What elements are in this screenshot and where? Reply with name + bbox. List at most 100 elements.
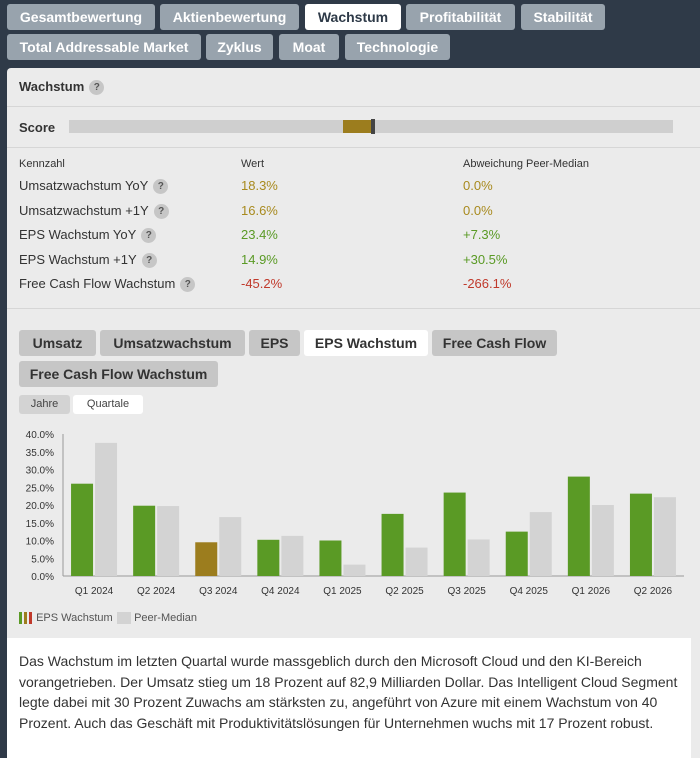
bar-peer-median [591,505,614,576]
legend-peer-median: Peer-Median [117,612,198,625]
x-tick-label: Q4 2024 [261,586,300,597]
legend-swatch-eps [19,612,33,625]
chart-tab-eps[interactable]: EPS [249,330,300,356]
y-tick-label: 5.0% [31,554,54,565]
x-tick-label: Q3 2024 [199,586,238,597]
chart-tab-eps-wachstum[interactable]: EPS Wachstum [304,330,428,356]
x-tick-label: Q2 2025 [385,586,424,597]
x-tick-label: Q1 2025 [323,586,362,597]
bar-eps-wachstum [133,505,156,576]
row-value: 23.4% [241,227,278,242]
x-tick-label: Q3 2025 [447,586,486,597]
legend-label-peer: Peer-Median [134,612,198,625]
row-deviation: +30.5% [463,252,508,267]
section-title-text: Wachstum [19,79,85,94]
y-tick-label: 35.0% [26,448,54,459]
row-name: Umsatzwachstum YoY [19,178,149,193]
x-tick-label: Q1 2026 [572,586,611,597]
score-label: Score [19,120,56,135]
y-tick-label: 10.0% [26,537,54,548]
help-icon[interactable]: ? [180,277,196,293]
description-box: Das Wachstum im letzten Quartal wurde ma… [7,638,691,758]
table-row-label: Free Cash Flow Wachstum? [19,276,196,293]
bar-peer-median [95,442,118,576]
bar-eps-wachstum [71,483,94,576]
row-deviation: -266.1% [463,276,512,291]
row-name: Free Cash Flow Wachstum [19,276,176,291]
bar-eps-wachstum [567,476,590,576]
score-bar-fill [343,120,371,133]
period-tab-jahre[interactable]: Jahre [19,395,70,414]
row-value: -45.2% [241,276,283,291]
row-name: Umsatzwachstum +1Y [19,203,149,218]
help-icon[interactable]: ? [153,179,169,195]
help-icon[interactable]: ? [89,80,105,96]
y-tick-label: 30.0% [26,466,54,477]
row-value: 16.6% [241,203,278,218]
chart-tab-umsatz[interactable]: Umsatz [19,330,96,356]
bar-eps-wachstum [257,539,280,576]
bar-eps-wachstum [629,493,652,576]
eps-wachstum-chart: 0.0% 5.0% 10.0% 15.0% 20.0% 25.0% 30.0% 35.0% 40… [26,430,684,597]
x-tick-label: Q4 2025 [510,586,549,597]
table-row-label: EPS Wachstum +1Y? [19,252,157,269]
x-tick-label: Q2 2026 [634,586,673,597]
tab-moat[interactable]: Moat [279,34,339,60]
bar-eps-wachstum [381,513,404,576]
legend-label-eps: EPS Wachstum [36,612,113,625]
legend-eps-wachstum: EPS Wachstum [19,612,113,625]
row-deviation: 0.0% [463,178,493,193]
row-value: 18.3% [241,178,278,193]
section-header: Wachstum? [7,68,700,107]
tab-profitabilitaet[interactable]: Profitabilität [406,4,515,30]
col-header-wert: Wert [241,158,265,170]
section-title: Wachstum? [19,79,105,96]
bar-peer-median [219,517,242,576]
bar-peer-median [405,547,428,576]
bar-eps-wachstum [443,492,466,576]
y-tick-label: 15.0% [26,519,54,530]
row-name: EPS Wachstum YoY [19,227,137,242]
help-icon[interactable]: ? [141,253,157,269]
chart-tab-free-cash-flow-wachstum[interactable]: Free Cash Flow Wachstum [19,361,218,387]
tab-aktienbewertung[interactable]: Aktienbewertung [160,4,299,30]
tab-wachstum[interactable]: Wachstum [305,4,401,30]
kennzahlen-table: Kennzahl Wert Abweichung Peer-Median Ums… [7,148,700,309]
row-deviation: 0.0% [463,203,493,218]
chart-tab-umsatzwachstum[interactable]: Umsatzwachstum [100,330,245,356]
y-tick-label: 20.0% [26,501,54,512]
help-icon[interactable]: ? [141,228,157,244]
table-row-label: Umsatzwachstum YoY? [19,178,169,195]
table-row-label: Umsatzwachstum +1Y? [19,203,169,220]
bar-peer-median [467,539,490,576]
y-tick-label: 0.0% [31,572,54,583]
row-value: 14.9% [241,252,278,267]
tab-gesamtbewertung[interactable]: Gesamtbewertung [7,4,155,30]
x-tick-label: Q2 2024 [137,586,176,597]
bar-peer-median [653,497,676,576]
chart-tab-free-cash-flow[interactable]: Free Cash Flow [432,330,557,356]
col-header-kennzahl: Kennzahl [19,158,65,170]
y-tick-label: 25.0% [26,483,54,494]
row-deviation: +7.3% [463,227,501,242]
tab-total-addressable-market[interactable]: Total Addressable Market [7,34,201,60]
col-header-abweichung: Abweichung Peer-Median [463,158,589,170]
x-tick-label: Q1 2024 [75,586,114,597]
bar-eps-wachstum [505,531,528,576]
bar-peer-median [343,564,366,576]
bar-peer-median [281,535,304,576]
help-icon[interactable]: ? [153,204,169,220]
y-tick-label: 40.0% [26,430,54,441]
bar-peer-median [157,506,180,576]
tab-zyklus[interactable]: Zyklus [206,34,273,60]
row-name: EPS Wachstum +1Y [19,252,137,267]
score-marker [371,119,375,134]
bar-eps-wachstum [319,540,342,576]
tab-stabilitaet[interactable]: Stabilität [521,4,605,30]
score-row: Score [7,107,700,148]
score-bar [69,119,673,134]
tab-technologie[interactable]: Technologie [345,34,450,60]
description-text: Das Wachstum im letzten Quartal wurde ma… [19,653,678,731]
legend-swatch-peer [117,612,131,625]
period-tab-quartale[interactable]: Quartale [73,395,143,414]
